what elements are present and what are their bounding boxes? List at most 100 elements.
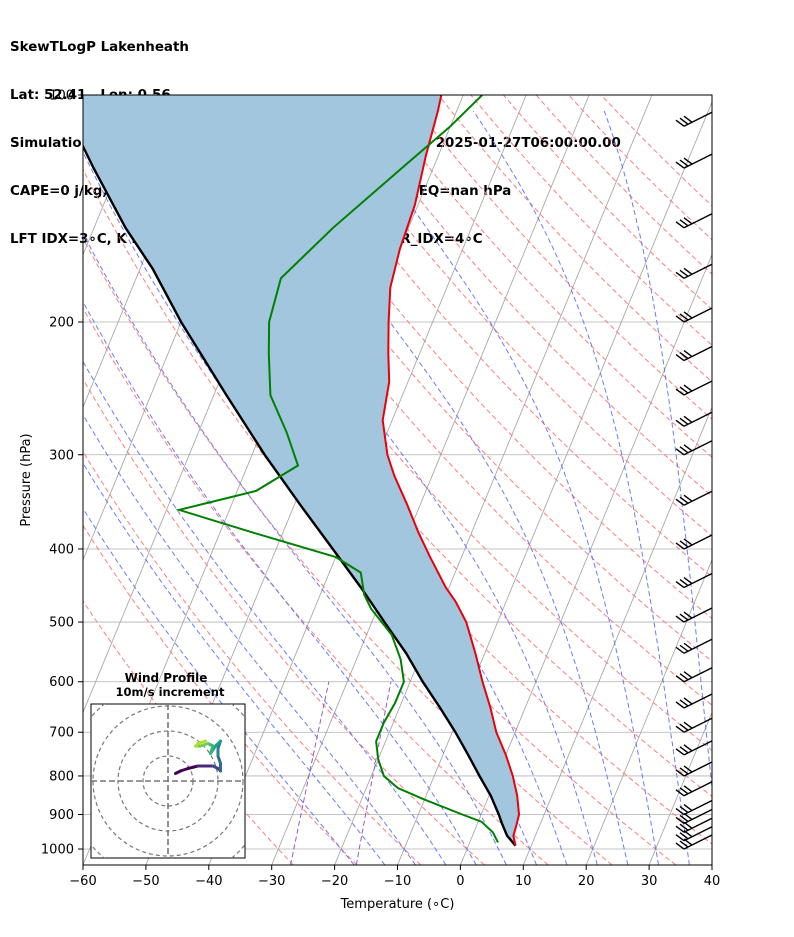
wind-barb: [675, 667, 713, 683]
wind-barb-staff: [683, 572, 713, 589]
mixing-ratio-line: [290, 681, 330, 865]
mixing-ratio-line: [355, 681, 392, 865]
y-tick-label: 1000: [41, 843, 74, 858]
wind-barb-flag: [675, 807, 685, 816]
wind-barb: [675, 345, 713, 362]
wind-barb-flag: [683, 444, 693, 452]
isotherm-line: [711, 863, 712, 865]
wind-barb-flag: [679, 723, 689, 731]
wind-barb-staff: [683, 717, 713, 733]
dry-adiabat: [437, 95, 712, 383]
wind-barb-flag: [675, 675, 685, 683]
wind-barb: [675, 111, 713, 127]
wind-barb-flag: [679, 823, 689, 831]
wind-barb: [675, 799, 713, 816]
wind-barb-staff: [683, 263, 713, 279]
wind-barb-flag: [675, 789, 685, 797]
isotherm-line: [271, 95, 590, 865]
wind-barb-flag: [683, 415, 693, 423]
y-tick-label: 300: [49, 448, 74, 463]
wind-barb-flag: [679, 269, 689, 277]
wind-barb-flag: [675, 448, 685, 456]
wind-barb-flag: [679, 832, 689, 840]
wind-barb-flag: [675, 271, 685, 279]
wind-barb-flag: [675, 615, 685, 623]
y-tick-label: 700: [49, 726, 74, 741]
wind-barb-flag: [679, 746, 689, 754]
moist-adiabat: [83, 300, 477, 865]
wind-barb-flag: [675, 842, 685, 850]
y-tick-label: 900: [49, 808, 74, 823]
wind-barb-staff: [683, 411, 713, 427]
isotherm-line: [585, 558, 712, 865]
dry-adiabat: [372, 95, 712, 458]
wind-barb-flag: [679, 159, 689, 167]
wind-barb-flag: [675, 816, 685, 825]
wind-barb-flag: [679, 787, 689, 795]
wind-barb-flag: [679, 117, 689, 125]
wind-barb-flag: [675, 419, 685, 427]
isotherm-line: [522, 406, 712, 865]
wind-barb-flag: [679, 699, 689, 707]
wind-barb-staff: [683, 693, 713, 709]
dewpoint-profile-line: [175, 95, 499, 843]
dry-adiabat: [274, 95, 712, 578]
wind-barb: [675, 440, 713, 456]
wind-barb-staff: [683, 153, 713, 169]
hodograph-inner: [91, 704, 245, 858]
wind-barb-staff: [683, 667, 713, 683]
wind-barb-flag: [675, 701, 685, 709]
wind-barb-staff: [683, 761, 713, 777]
isotherm-line: [83, 95, 150, 256]
dry-adiabat: [405, 95, 712, 420]
x-tick-label: 40: [704, 874, 721, 889]
dry-adiabat: [503, 95, 712, 311]
moist-adiabat: [243, 110, 629, 865]
x-tick-label: 20: [578, 874, 595, 889]
x-tick-label: 30: [641, 874, 658, 889]
dry-adiabat: [83, 450, 422, 865]
wind-barb: [675, 717, 713, 733]
wind-barb: [675, 490, 713, 506]
x-tick-label: −60: [69, 874, 96, 889]
x-tick-label: −40: [195, 874, 222, 889]
wind-barb-flag: [675, 646, 685, 654]
wind-barb-flag: [683, 384, 693, 392]
wind-barb-flag: [683, 576, 693, 585]
wind-barb: [675, 263, 713, 279]
chart-title: SkewTLogP Lakenheath: [10, 40, 189, 55]
wind-barb: [675, 740, 713, 756]
wind-barb-staff: [683, 111, 713, 127]
wind-barb-flag: [675, 725, 685, 733]
y-tick-label: 500: [49, 616, 74, 631]
wind-barb-staff: [683, 834, 713, 850]
dry-adiabat: [144, 95, 712, 751]
dry-adiabat: [535, 95, 712, 275]
moist-adiabat: [83, 462, 386, 865]
wind-barb-flag: [679, 578, 689, 587]
hodograph-title: Wind Profile: [125, 671, 208, 685]
wind-barb-staff: [683, 740, 713, 756]
wind-barb-flag: [679, 814, 689, 823]
dry-adiabat: [470, 95, 712, 346]
wind-barb-flag: [675, 221, 685, 229]
wind-barb-flag: [675, 353, 685, 362]
wind-barb-flag: [683, 115, 693, 123]
wind-barb-staff: [683, 490, 713, 506]
y-tick-label: 400: [49, 542, 74, 557]
wind-barb-flag: [679, 496, 689, 504]
wind-barb-flag: [679, 805, 689, 814]
wind-barb: [675, 572, 713, 589]
wind-barb-flag: [675, 119, 685, 127]
wind-barb-flag: [675, 825, 685, 833]
wind-barb-flag: [679, 840, 689, 848]
wind-barb-staff: [683, 607, 713, 623]
wind-barb: [675, 761, 713, 777]
wind-barb-flag: [683, 721, 693, 729]
wind-barb-staff: [683, 534, 713, 550]
wind-barb-flag: [675, 388, 685, 396]
y-axis-label: Pressure (hPa): [19, 433, 34, 526]
y-tick-label: 600: [49, 675, 74, 690]
wind-barb-flag: [683, 697, 693, 705]
wind-barb-flag: [679, 644, 689, 652]
